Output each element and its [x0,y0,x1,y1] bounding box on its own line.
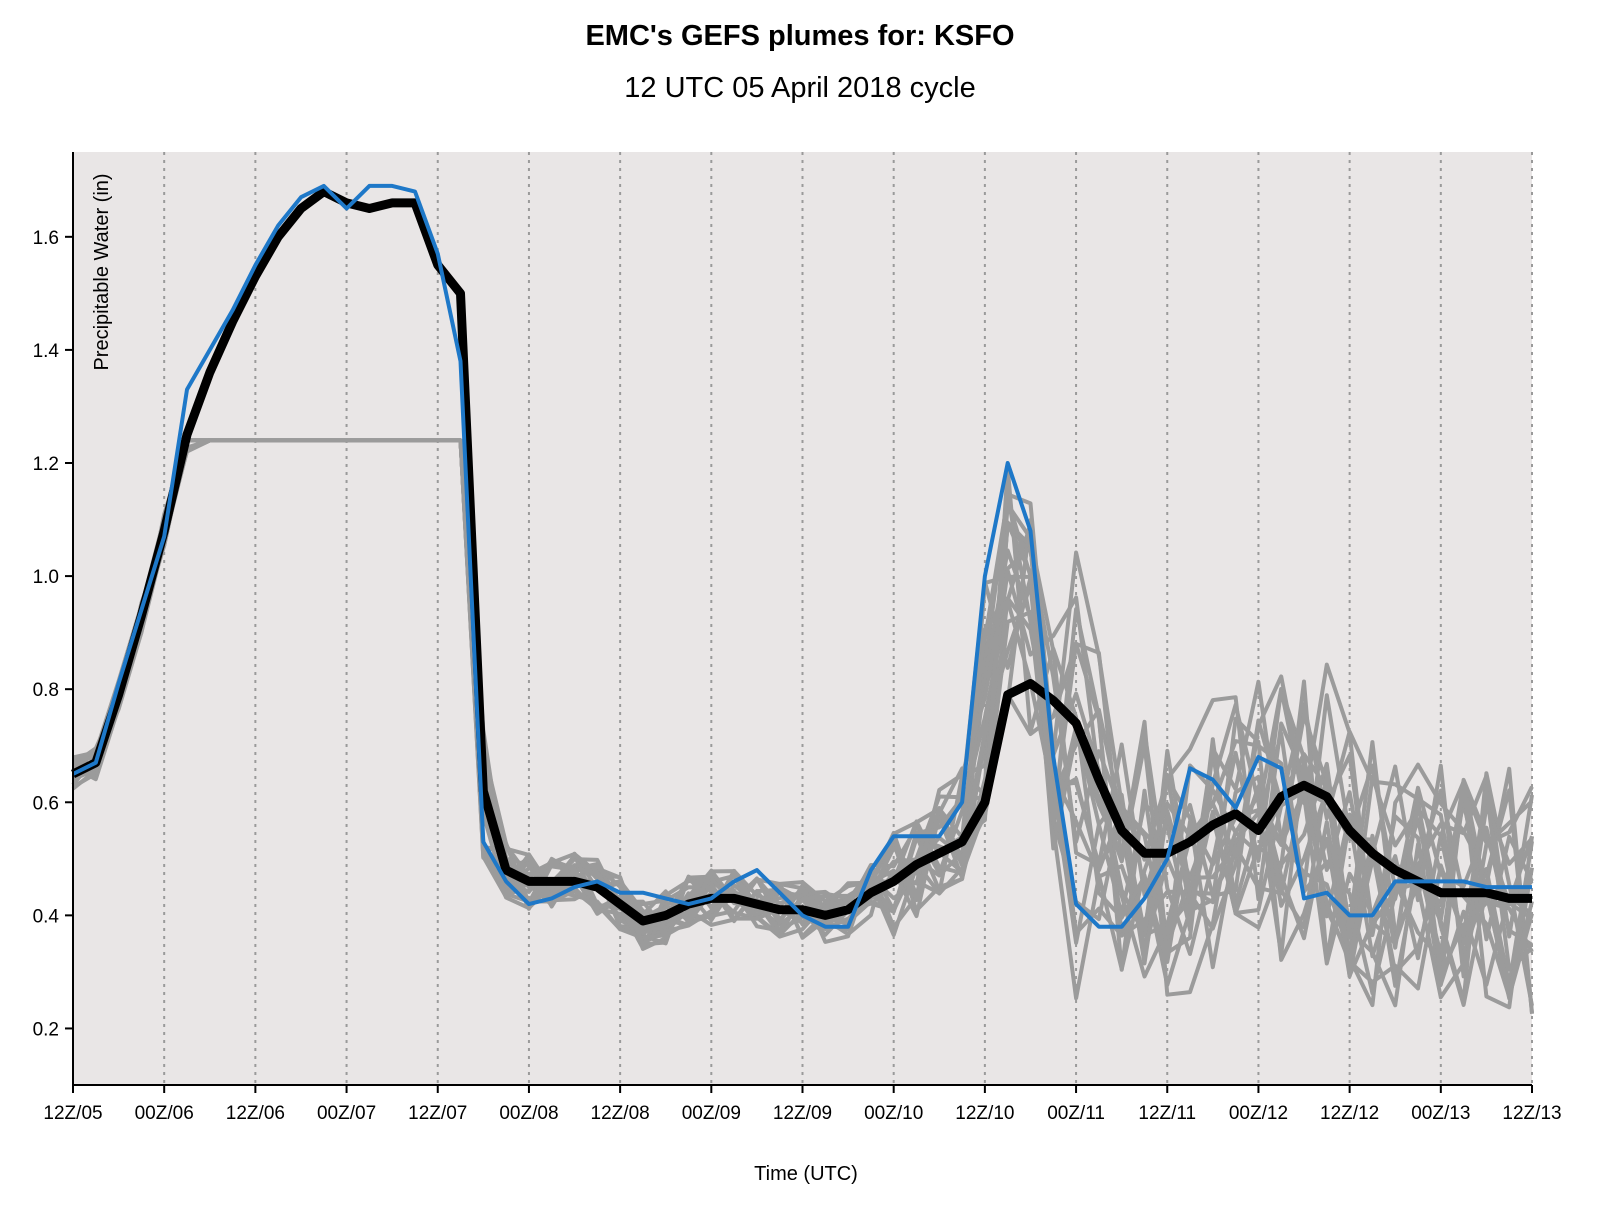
x-tick-label: 12Z/05 [43,1103,102,1124]
x-tick-label: 00Z/09 [682,1103,741,1124]
x-tick-label: 12Z/10 [955,1103,1014,1124]
x-tick-label: 00Z/11 [1047,1103,1105,1124]
x-tick-label: 12Z/08 [591,1103,650,1124]
x-tick-label: 12Z/09 [773,1103,832,1124]
y-tick-label: 1.4 [33,341,60,362]
axes: 0.2 0.4 0.6 0.8 1.0 1.2 1.4 1.6 12Z/05 00Z/06 12Z/… [33,152,1562,1124]
y-tick-label: 1.2 [33,454,59,475]
x-tick-label: 12Z/11 [1138,1103,1196,1124]
y-axis-label: Precipitable Water (in) [91,173,113,370]
y-tick-label: 1.6 [33,228,59,249]
x-tick-label: 12Z/12 [1320,1103,1379,1124]
y-tick-label: 0.2 [33,1019,59,1040]
control-line [72,183,1532,929]
main-series [71,183,1532,929]
x-tick-label: 12Z/07 [408,1103,467,1124]
x-tick-label: 00Z/06 [135,1103,194,1124]
chart-subtitle: 12 UTC 05 April 2018 cycle [624,72,976,104]
x-tick-label: 12Z/06 [226,1103,285,1124]
chart-title: EMC's GEFS plumes for: KSFO [585,20,1015,52]
x-tick-label: 00Z/07 [317,1103,376,1124]
x-tick-label: 00Z/12 [1229,1103,1288,1124]
x-tick-label: 00Z/13 [1411,1103,1470,1124]
x-axis-label: Time (UTC) [754,1163,858,1185]
y-tick-label: 0.6 [33,793,59,814]
y-tick-label: 0.4 [33,906,60,927]
x-tick-label: 12Z/13 [1502,1103,1561,1124]
x-tick-label: 00Z/08 [499,1103,558,1124]
x-tick-label: 00Z/10 [864,1103,923,1124]
y-tick-label: 0.8 [33,680,59,701]
ensemble-mean-line [71,187,1532,926]
ensemble-members [71,438,1534,1014]
ensemble-member-line [71,438,1534,1010]
y-tick-label: 1.0 [33,567,59,588]
